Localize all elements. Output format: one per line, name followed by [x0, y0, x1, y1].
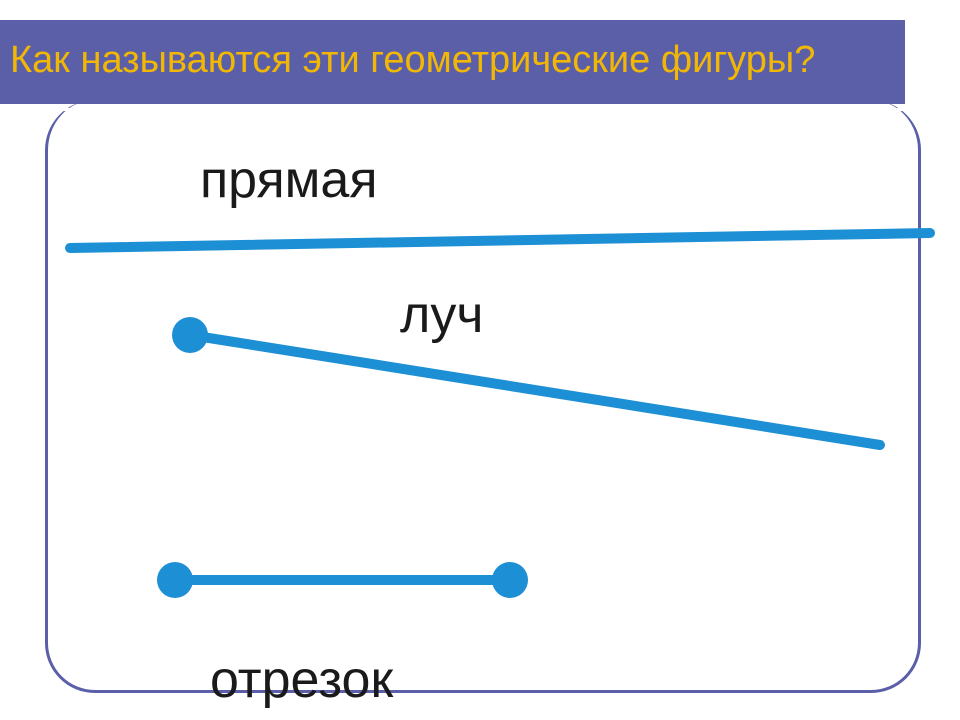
title-bar: Как называются эти геометрические фигуры…: [0, 20, 905, 104]
title-text: Как называются эти геометрические фигуры…: [10, 39, 815, 82]
label-ray: луч: [400, 285, 483, 345]
content-frame: [45, 100, 921, 693]
label-line: прямая: [200, 150, 377, 210]
label-segment: отрезок: [210, 650, 393, 710]
title-underline: [0, 108, 940, 111]
slide-stage: { "canvas": { "width": 960, "height": 72…: [0, 0, 960, 720]
